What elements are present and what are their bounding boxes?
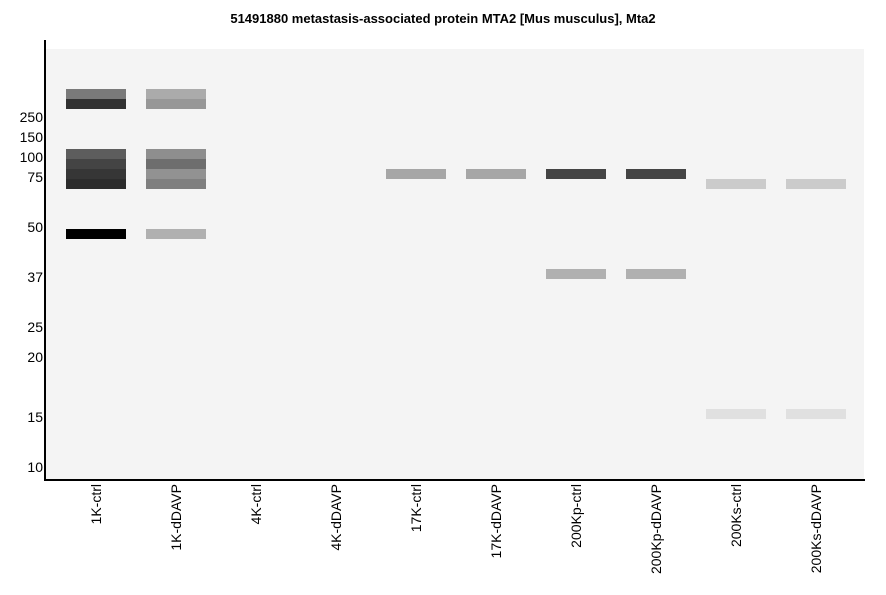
gel-band	[706, 179, 766, 189]
y-tick-label: 75	[27, 169, 43, 185]
y-tick-label: 20	[27, 349, 43, 365]
y-tick-label: 150	[20, 129, 44, 145]
gel-band	[146, 229, 206, 239]
y-tick-label: 100	[20, 149, 44, 165]
y-tick-label: 25	[27, 319, 43, 335]
plot-background	[46, 49, 864, 479]
lane-label: 17K-ctrl	[408, 484, 424, 532]
y-tick-label: 10	[27, 459, 43, 475]
gel-band	[66, 169, 126, 179]
lane-label: 4K-dDAVP	[328, 484, 344, 551]
gel-band	[626, 169, 686, 179]
gel-band	[546, 169, 606, 179]
y-tick-label: 15	[27, 409, 43, 425]
lane-label: 4K-ctrl	[248, 484, 264, 524]
lane-labels: 1K-ctrl 1K-dDAVP 4K-ctrl 4K-dDAVP 17K-ctrl 17…	[88, 484, 824, 574]
gel-band	[386, 169, 446, 179]
gel-band	[786, 409, 846, 419]
bands-layer	[66, 89, 846, 419]
lane-label: 1K-dDAVP	[168, 484, 184, 551]
gel-band	[466, 169, 526, 179]
lane-label: 200Kp-dDAVP	[648, 484, 664, 574]
lane-label: 200Kp-ctrl	[568, 484, 584, 548]
gel-band	[146, 179, 206, 189]
y-axis-ticks: 250 150 100 75 50 37 25 20 15 10	[20, 109, 44, 475]
gel-band	[706, 409, 766, 419]
gel-band	[146, 169, 206, 179]
gel-band	[66, 89, 126, 99]
gel-band	[66, 179, 126, 189]
y-tick-label: 50	[27, 219, 43, 235]
gel-band	[66, 149, 126, 159]
y-tick-label: 250	[20, 109, 44, 125]
chart-title: 51491880 metastasis-associated protein M…	[230, 11, 656, 26]
lane-label: 200Ks-ctrl	[728, 484, 744, 547]
gel-band	[146, 149, 206, 159]
gel-band	[626, 269, 686, 279]
gel-band	[546, 269, 606, 279]
gel-band	[66, 159, 126, 169]
y-tick-label: 37	[27, 269, 43, 285]
lane-label: 200Ks-dDAVP	[808, 484, 824, 573]
lane-label: 17K-dDAVP	[488, 484, 504, 558]
gel-band	[146, 99, 206, 109]
gel-band	[786, 179, 846, 189]
gel-band	[66, 229, 126, 239]
gel-band	[66, 99, 126, 109]
gel-band	[146, 159, 206, 169]
lane-label: 1K-ctrl	[88, 484, 104, 524]
gel-band	[146, 89, 206, 99]
